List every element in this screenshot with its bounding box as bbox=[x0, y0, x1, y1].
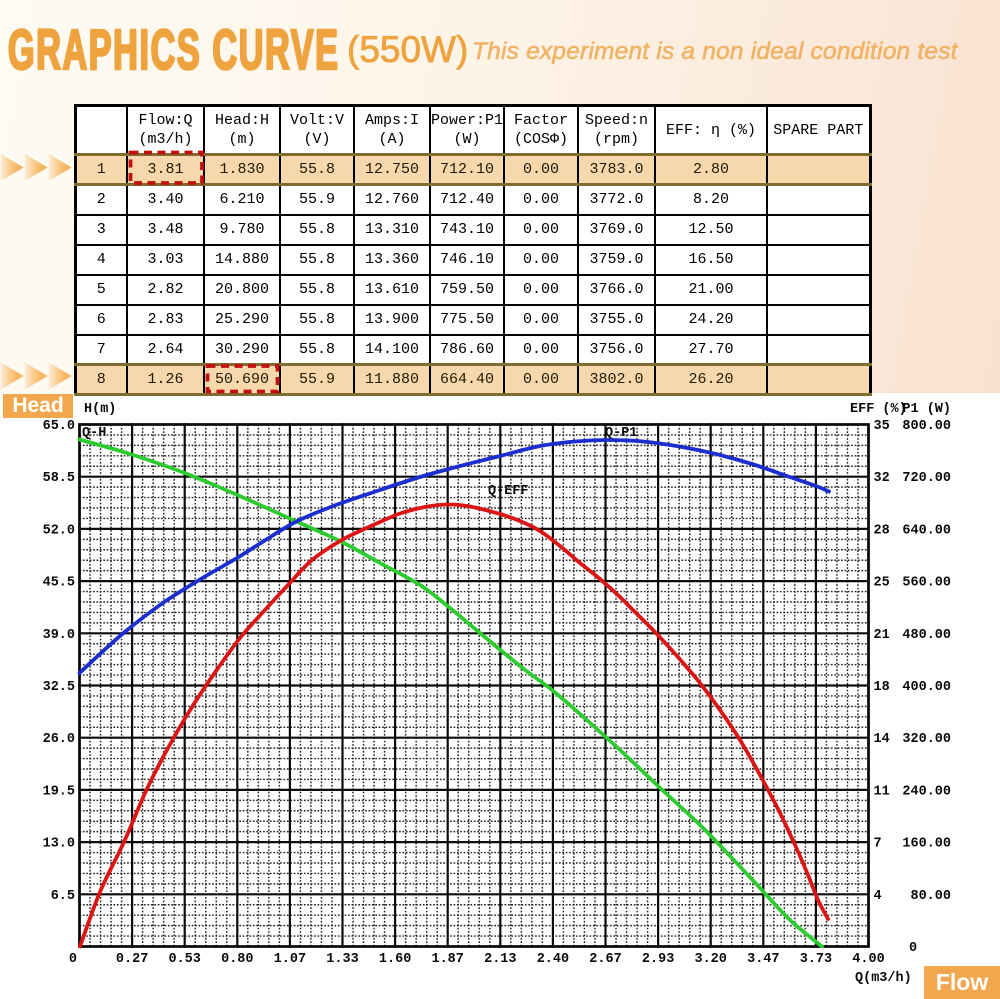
svg-text:320.00: 320.00 bbox=[902, 732, 951, 747]
svg-text:3.20: 3.20 bbox=[694, 952, 726, 967]
svg-text:3.47: 3.47 bbox=[747, 952, 779, 967]
svg-text:65.0: 65.0 bbox=[43, 419, 75, 434]
svg-text:2.93: 2.93 bbox=[642, 952, 674, 967]
svg-text:52.0: 52.0 bbox=[43, 523, 75, 538]
svg-text:Q-EFF: Q-EFF bbox=[488, 484, 529, 499]
svg-text:240.00: 240.00 bbox=[902, 784, 951, 799]
svg-text:560.00: 560.00 bbox=[902, 576, 951, 591]
svg-text:Q-P1: Q-P1 bbox=[605, 426, 637, 441]
svg-text:3.73: 3.73 bbox=[800, 952, 832, 967]
svg-text:21: 21 bbox=[874, 628, 890, 643]
svg-text:P1 (W): P1 (W) bbox=[902, 402, 951, 417]
svg-text:26.0: 26.0 bbox=[43, 732, 75, 747]
svg-text:39.0: 39.0 bbox=[43, 628, 75, 643]
svg-text:14: 14 bbox=[874, 732, 890, 747]
svg-text:Q(m3/h): Q(m3/h) bbox=[855, 971, 912, 986]
svg-text:4: 4 bbox=[874, 889, 882, 904]
svg-text:1.33: 1.33 bbox=[326, 952, 358, 967]
svg-text:1.07: 1.07 bbox=[274, 952, 306, 967]
svg-text:11: 11 bbox=[874, 784, 890, 799]
svg-text:32.5: 32.5 bbox=[43, 680, 75, 695]
svg-text:25: 25 bbox=[874, 576, 890, 591]
svg-text:0: 0 bbox=[909, 941, 917, 956]
svg-text:EFF (%): EFF (%) bbox=[850, 402, 907, 417]
svg-text:1.87: 1.87 bbox=[431, 952, 463, 967]
svg-text:800.00: 800.00 bbox=[902, 419, 951, 434]
svg-text:400.00: 400.00 bbox=[902, 680, 951, 695]
svg-text:18: 18 bbox=[874, 680, 890, 695]
svg-text:45.5: 45.5 bbox=[43, 576, 75, 591]
svg-text:0: 0 bbox=[69, 952, 77, 967]
svg-text:160.00: 160.00 bbox=[902, 837, 951, 852]
svg-text:480.00: 480.00 bbox=[902, 628, 951, 643]
svg-text:35: 35 bbox=[874, 419, 890, 434]
svg-text:640.00: 640.00 bbox=[902, 523, 951, 538]
svg-text:0.80: 0.80 bbox=[221, 952, 253, 967]
svg-text:13.0: 13.0 bbox=[43, 837, 75, 852]
svg-text:58.5: 58.5 bbox=[43, 471, 75, 486]
svg-text:2.40: 2.40 bbox=[537, 952, 569, 967]
svg-text:1.60: 1.60 bbox=[379, 952, 411, 967]
svg-text:0.53: 0.53 bbox=[168, 952, 200, 967]
svg-text:7: 7 bbox=[874, 837, 882, 852]
svg-text:2.13: 2.13 bbox=[484, 952, 516, 967]
svg-text:6.5: 6.5 bbox=[51, 889, 75, 904]
svg-text:H(m): H(m) bbox=[84, 402, 116, 417]
svg-text:28: 28 bbox=[874, 523, 890, 538]
svg-text:Q-H: Q-H bbox=[82, 426, 106, 441]
svg-text:0.27: 0.27 bbox=[116, 952, 148, 967]
svg-text:720.00: 720.00 bbox=[902, 471, 951, 486]
svg-text:4.00: 4.00 bbox=[852, 952, 884, 967]
svg-text:80.00: 80.00 bbox=[910, 889, 951, 904]
svg-text:2.67: 2.67 bbox=[589, 952, 621, 967]
svg-text:32: 32 bbox=[874, 471, 890, 486]
svg-text:19.5: 19.5 bbox=[43, 784, 75, 799]
